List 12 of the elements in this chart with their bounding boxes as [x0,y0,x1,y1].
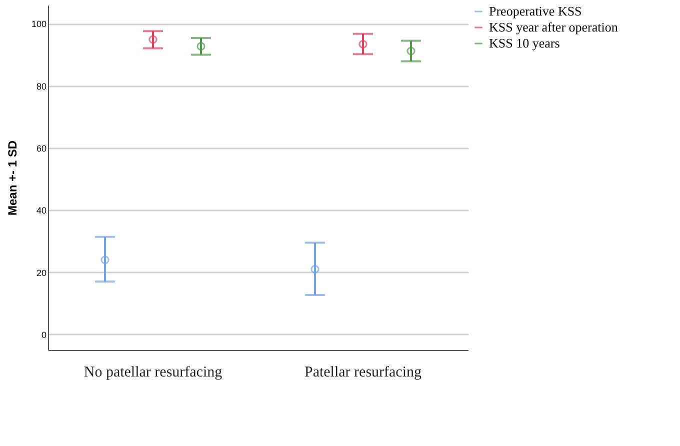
x-tick-label: No patellar resurfacing [84,364,223,380]
legend-label: KSS year after operation [489,20,618,34]
y-tick-label: 60 [36,143,46,154]
y-tick-label: 0 [41,330,46,340]
y-tick-label: 20 [36,268,46,278]
legend-label: KSS 10 years [489,36,560,50]
y-tick-label: 100 [31,19,46,30]
x-tick-label: Patellar resurfacing [304,364,422,380]
y-axis-title: Mean +- 1 SD [5,140,20,216]
y-tick-label: 40 [36,206,46,216]
legend-label: Preoperative KSS [489,4,582,18]
y-tick-label: 80 [36,81,46,92]
